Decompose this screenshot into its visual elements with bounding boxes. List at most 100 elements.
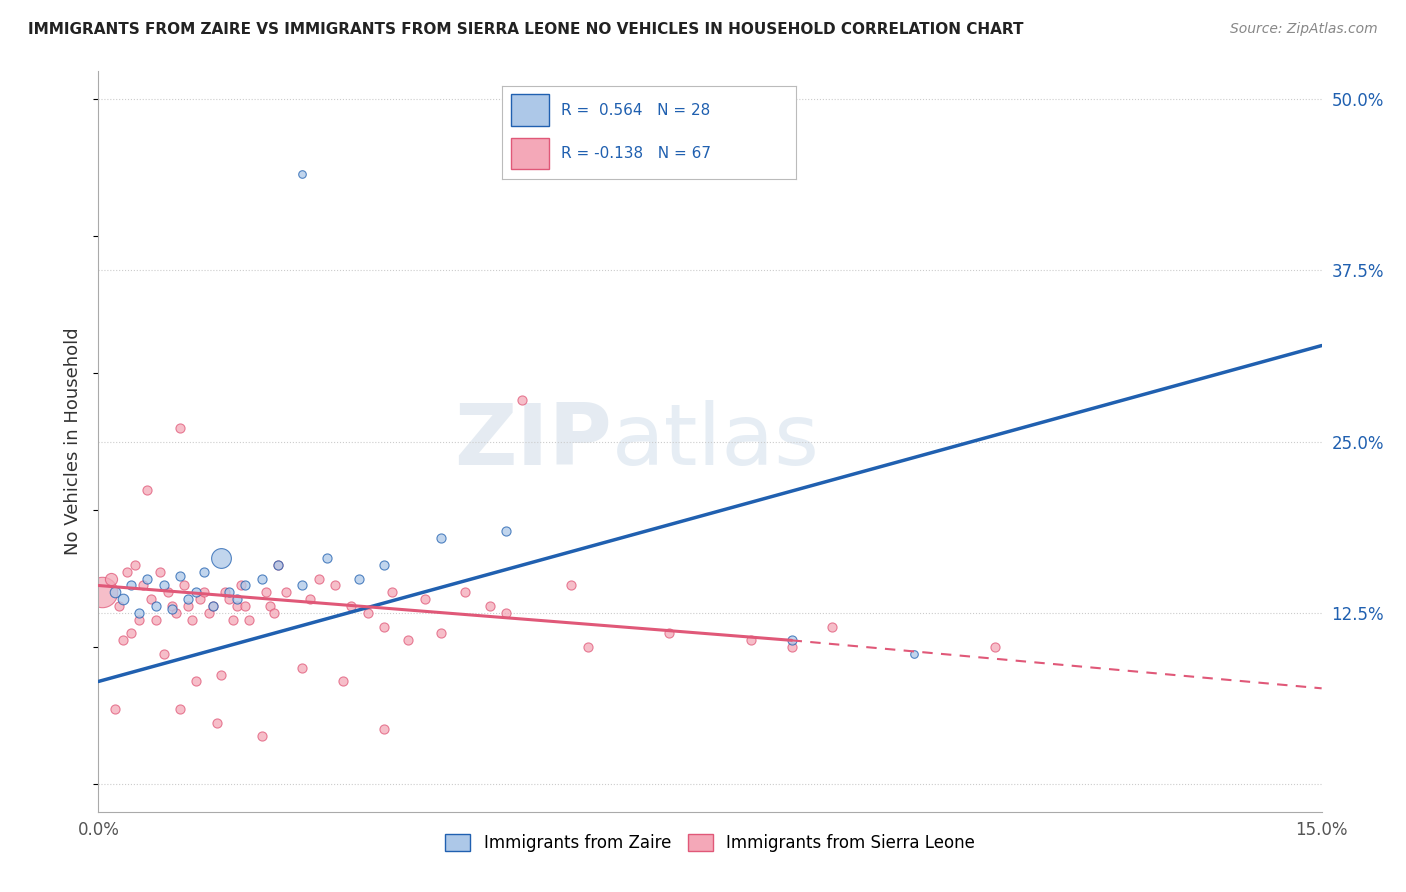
Point [560, 578, 582, 592]
Point [128, 606, 150, 620]
Point [193, 585, 215, 599]
Point [108, 599, 131, 613]
Point [149, 565, 172, 579]
Point [413, 592, 436, 607]
Point [495, 524, 517, 538]
Point [209, 551, 232, 566]
Point [218, 585, 240, 599]
Point [576, 640, 599, 655]
Point [186, 585, 208, 599]
Point [177, 599, 200, 613]
Point [299, 592, 322, 607]
Point [173, 578, 195, 592]
Point [132, 578, 155, 592]
Point [136, 483, 159, 497]
Point [226, 592, 249, 607]
Point [156, 585, 179, 599]
Point [177, 592, 200, 607]
Point [512, 393, 534, 408]
Point [780, 633, 803, 648]
Point [250, 729, 273, 743]
Point [152, 647, 174, 661]
Point [214, 585, 236, 599]
Point [222, 613, 245, 627]
Point [658, 626, 681, 640]
Point [152, 578, 174, 592]
Point [169, 569, 191, 583]
Point [193, 565, 215, 579]
Point [821, 619, 844, 633]
Y-axis label: No Vehicles in Household: No Vehicles in Household [65, 327, 83, 556]
Point [478, 599, 501, 613]
Point [104, 702, 127, 716]
Point [201, 599, 224, 613]
Point [205, 715, 228, 730]
Point [373, 723, 395, 737]
Point [349, 572, 371, 586]
Point [188, 592, 212, 607]
Point [740, 633, 762, 648]
Point [291, 578, 314, 592]
Point [274, 585, 297, 599]
Point [340, 599, 363, 613]
Point [332, 674, 354, 689]
Point [160, 602, 183, 616]
Point [111, 633, 134, 648]
Point [160, 599, 183, 613]
Point [373, 558, 395, 572]
Point [115, 565, 138, 579]
Point [263, 606, 285, 620]
Point [197, 606, 219, 620]
Point [136, 572, 159, 586]
Point [128, 613, 150, 627]
Point [323, 578, 346, 592]
Point [238, 613, 260, 627]
Point [430, 531, 453, 545]
Text: Source: ZipAtlas.com: Source: ZipAtlas.com [1230, 22, 1378, 37]
Point [231, 578, 253, 592]
Point [454, 585, 477, 599]
Point [201, 599, 224, 613]
Point [430, 626, 453, 640]
Point [291, 661, 314, 675]
Point [91, 585, 114, 599]
Point [100, 572, 122, 586]
Point [209, 667, 232, 681]
Point [145, 613, 167, 627]
Point [218, 592, 240, 607]
Point [145, 599, 167, 613]
Point [233, 599, 256, 613]
Point [250, 572, 273, 586]
Text: IMMIGRANTS FROM ZAIRE VS IMMIGRANTS FROM SIERRA LEONE NO VEHICLES IN HOUSEHOLD C: IMMIGRANTS FROM ZAIRE VS IMMIGRANTS FROM… [28, 22, 1024, 37]
Point [267, 558, 290, 572]
Point [169, 421, 191, 435]
Point [780, 640, 803, 655]
Point [381, 585, 404, 599]
Point [104, 585, 127, 599]
Point [254, 585, 277, 599]
Point [169, 702, 191, 716]
Point [356, 606, 378, 620]
Point [120, 626, 142, 640]
Point [267, 558, 290, 572]
Point [181, 613, 204, 627]
Point [984, 640, 1007, 655]
Point [308, 572, 330, 586]
Point [903, 647, 925, 661]
Point [396, 633, 419, 648]
Text: atlas: atlas [612, 400, 820, 483]
Point [373, 619, 395, 633]
Point [111, 592, 134, 607]
Point [226, 599, 249, 613]
Point [233, 578, 256, 592]
Point [165, 606, 187, 620]
Point [124, 558, 146, 572]
Legend: Immigrants from Zaire, Immigrants from Sierra Leone: Immigrants from Zaire, Immigrants from S… [439, 828, 981, 859]
Point [291, 167, 314, 181]
Point [495, 606, 517, 620]
Text: ZIP: ZIP [454, 400, 612, 483]
Point [141, 592, 163, 607]
Point [315, 551, 337, 566]
Point [186, 674, 208, 689]
Point [259, 599, 281, 613]
